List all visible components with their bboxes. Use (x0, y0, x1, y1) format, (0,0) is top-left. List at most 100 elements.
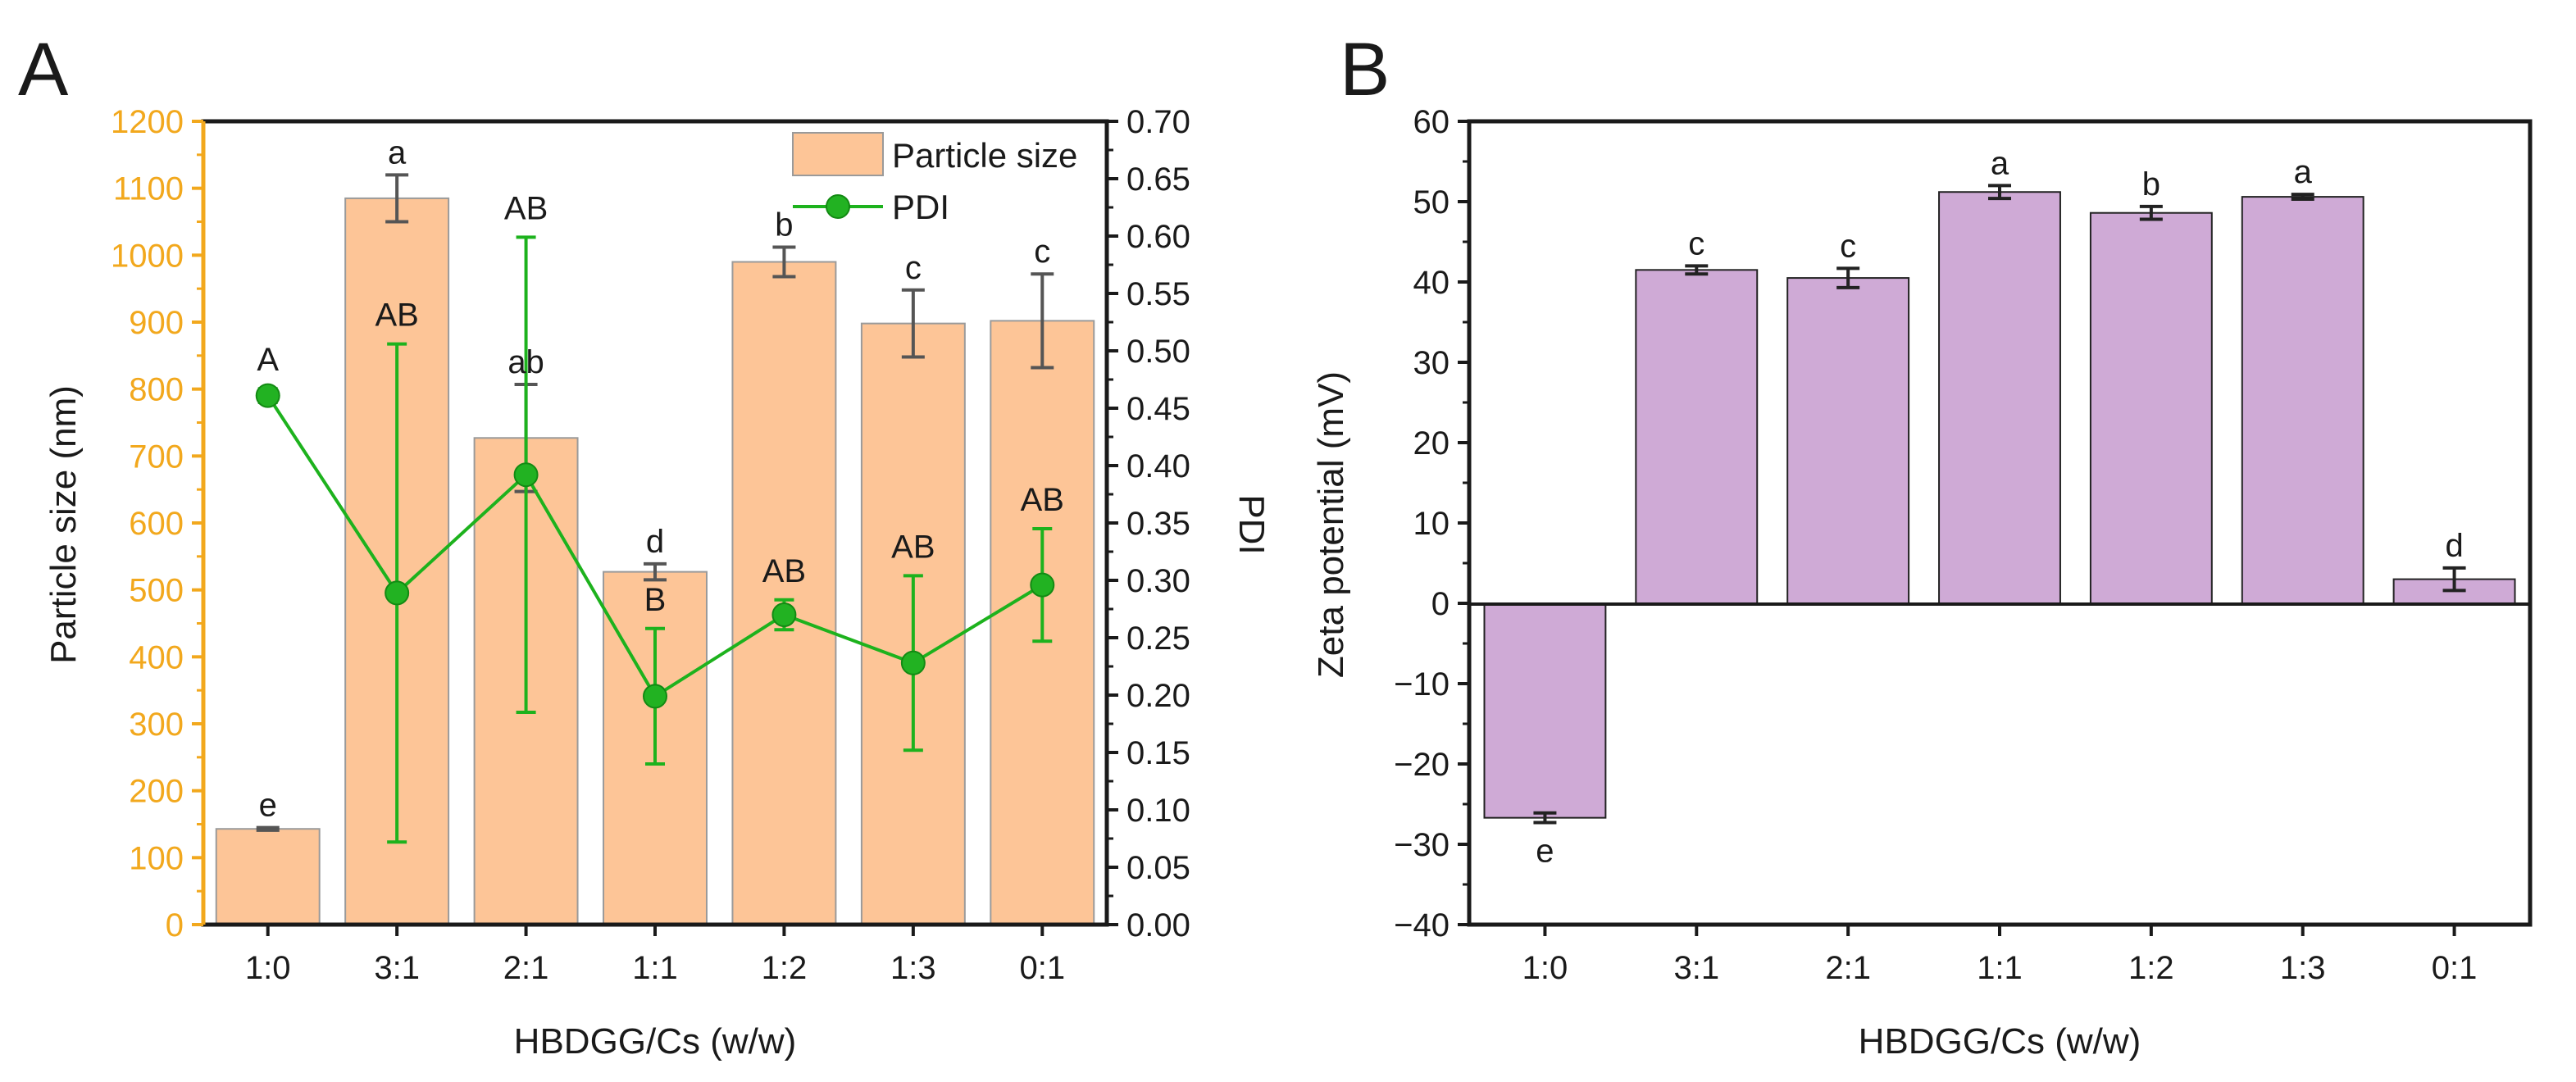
zeta-potential-bar (2089, 211, 2213, 604)
pdi-significance-label: AB (891, 529, 935, 565)
left-y-tick-label: 700 (129, 439, 184, 475)
pdi-point (771, 602, 797, 627)
zeta-potential-bar (2241, 196, 2364, 604)
zeta-potential-bar (1635, 269, 1759, 604)
y-tick-label-b: −10 (1394, 666, 1450, 702)
y-tick-label-b: 10 (1413, 506, 1450, 542)
particle-size-bar (731, 261, 837, 925)
left-y-tick-label: 200 (129, 774, 184, 810)
left-y-tick-label: 100 (129, 840, 184, 876)
pdi-significance-label: AB (504, 190, 548, 226)
y-tick-label-b: 0 (1431, 586, 1450, 622)
zeta-significance-label: b (2142, 166, 2160, 202)
y-tick-label-b: 40 (1413, 265, 1450, 301)
left-y-tick-label: 500 (129, 573, 184, 609)
pdi-significance-label: B (644, 582, 667, 618)
zeta-potential-bars (1483, 184, 2516, 825)
right-y-tick-label: 0.00 (1126, 907, 1190, 943)
legend-label-particle-size: Particle size (892, 136, 1077, 175)
panel-label-b: B (1340, 28, 1390, 111)
left-y-tick-label: 800 (129, 372, 184, 408)
x-tick-label-a: 1:1 (632, 950, 678, 986)
zeta-significance-label: c (1688, 225, 1704, 261)
pdi-significance-label: AB (762, 553, 806, 589)
x-tick-label-a: 1:0 (245, 950, 291, 986)
pdi-significance-label: AB (375, 298, 418, 334)
zeta-potential-bar (1483, 602, 1607, 819)
panel-b: B −40 −30 −20 −10 0 10 20 30 40 50 60 1:0 3:1 2:1 1:1… (1311, 28, 2533, 1062)
x-tick-label-b: 1:0 (1522, 950, 1568, 986)
x-tick-label-b: 0:1 (2432, 950, 2478, 986)
left-y-tick-label: 400 (129, 639, 184, 675)
x-tick-label-b: 1:3 (2280, 950, 2326, 986)
right-y-tick-label: 0.15 (1126, 735, 1190, 771)
particle-size-significance-label: e (259, 788, 277, 824)
y-tick-label-b: 50 (1413, 184, 1450, 220)
left-y-tick-label: 1100 (113, 171, 184, 207)
x-tick-label-a: 3:1 (374, 950, 420, 986)
particle-size-significance-label: c (1034, 234, 1050, 270)
left-y-tick-label: 900 (129, 305, 184, 341)
pdi-significance-label: A (257, 342, 279, 378)
x-tick-label-b: 1:2 (2128, 950, 2174, 986)
left-y-tick-label: 600 (129, 506, 184, 542)
legend-swatch-pdi-marker (826, 194, 850, 219)
pdi-point (255, 383, 280, 408)
right-y-tick-label: 0.65 (1126, 161, 1190, 198)
right-y-tick-label: 0.35 (1126, 506, 1190, 542)
y-tick-label-b: 20 (1413, 425, 1450, 461)
right-y-tick-label: 0.45 (1126, 391, 1190, 427)
zeta-potential-bar (1938, 191, 2061, 605)
x-tick-label-b: 1:1 (1977, 950, 2023, 986)
y-tick-label-b: −40 (1394, 907, 1450, 943)
right-y-tick-label: 0.05 (1126, 850, 1190, 886)
y2-axis-title-a: PDI (1231, 494, 1272, 554)
left-y-tick-label: 1000 (111, 238, 184, 274)
significance-labels-a: e a ab d b c c A AB AB B AB AB AB (257, 134, 1064, 823)
left-y-tick-label: 0 (166, 907, 184, 943)
pdi-point (643, 684, 667, 709)
x-tick-label-b: 2:1 (1825, 950, 1871, 986)
right-y-tick-label: 0.20 (1126, 678, 1190, 714)
x-axis-b: 1:0 3:1 2:1 1:1 1:2 1:3 0:1 (1522, 925, 2478, 986)
right-y-tick-label: 0.70 (1126, 104, 1190, 140)
particle-size-significance-label: c (905, 250, 922, 286)
legend: Particle size PDI (792, 132, 1077, 226)
particle-size-significance-label: a (388, 134, 407, 170)
right-y-tick-label: 0.10 (1126, 793, 1190, 829)
y-axis-b: −40 −30 −20 −10 0 10 20 30 40 50 60 (1394, 104, 1469, 943)
zeta-significance-label: a (1991, 145, 2009, 181)
zeta-significance-label: a (2294, 154, 2313, 190)
x-axis-a: 1:0 3:1 2:1 1:1 1:2 1:3 0:1 (245, 925, 1065, 986)
significance-labels-b: e c c a b a d (1536, 145, 2463, 869)
right-y-tick-label: 0.25 (1126, 621, 1190, 657)
right-y-tick-label: 0.40 (1126, 448, 1190, 484)
zeta-significance-label: e (1536, 834, 1554, 870)
left-y-tick-label: 300 (129, 707, 184, 743)
y-tick-label-b: −20 (1394, 747, 1450, 783)
x-axis-title-a: HBDGG/Cs (w/w) (514, 1021, 797, 1062)
y-tick-label-b: 30 (1413, 345, 1450, 381)
zeta-significance-label: c (1840, 228, 1856, 264)
x-tick-label-b: 3:1 (1673, 950, 1719, 986)
right-y-tick-label: 0.55 (1126, 276, 1190, 312)
y-axis-title-b: Zeta potential (mV) (1311, 371, 1351, 678)
legend-label-pdi: PDI (892, 188, 949, 226)
x-tick-label-a: 2:1 (503, 950, 549, 986)
zeta-significance-label: d (2445, 528, 2463, 564)
x-tick-label-a: 1:2 (762, 950, 808, 986)
right-y-tick-label: 0.60 (1126, 219, 1190, 255)
left-y-axis: 0 100 200 300 400 500 600 700 800 900 1000 1100 1200 (111, 104, 206, 943)
zeta-potential-bar (1786, 277, 1910, 604)
x-tick-label-a: 0:1 (1019, 950, 1065, 986)
right-y-tick-label: 0.30 (1126, 563, 1190, 599)
particle-size-significance-label: b (775, 207, 793, 243)
left-y-tick-label: 1200 (111, 104, 184, 140)
legend-swatch-particle-size (792, 132, 884, 176)
y-tick-label-b: −30 (1394, 827, 1450, 863)
pdi-point (385, 580, 410, 606)
x-tick-label-a: 1:3 (890, 950, 936, 986)
right-y-tick-label: 0.50 (1126, 334, 1190, 370)
y-axis-title-a: Particle size (nm) (43, 385, 84, 664)
